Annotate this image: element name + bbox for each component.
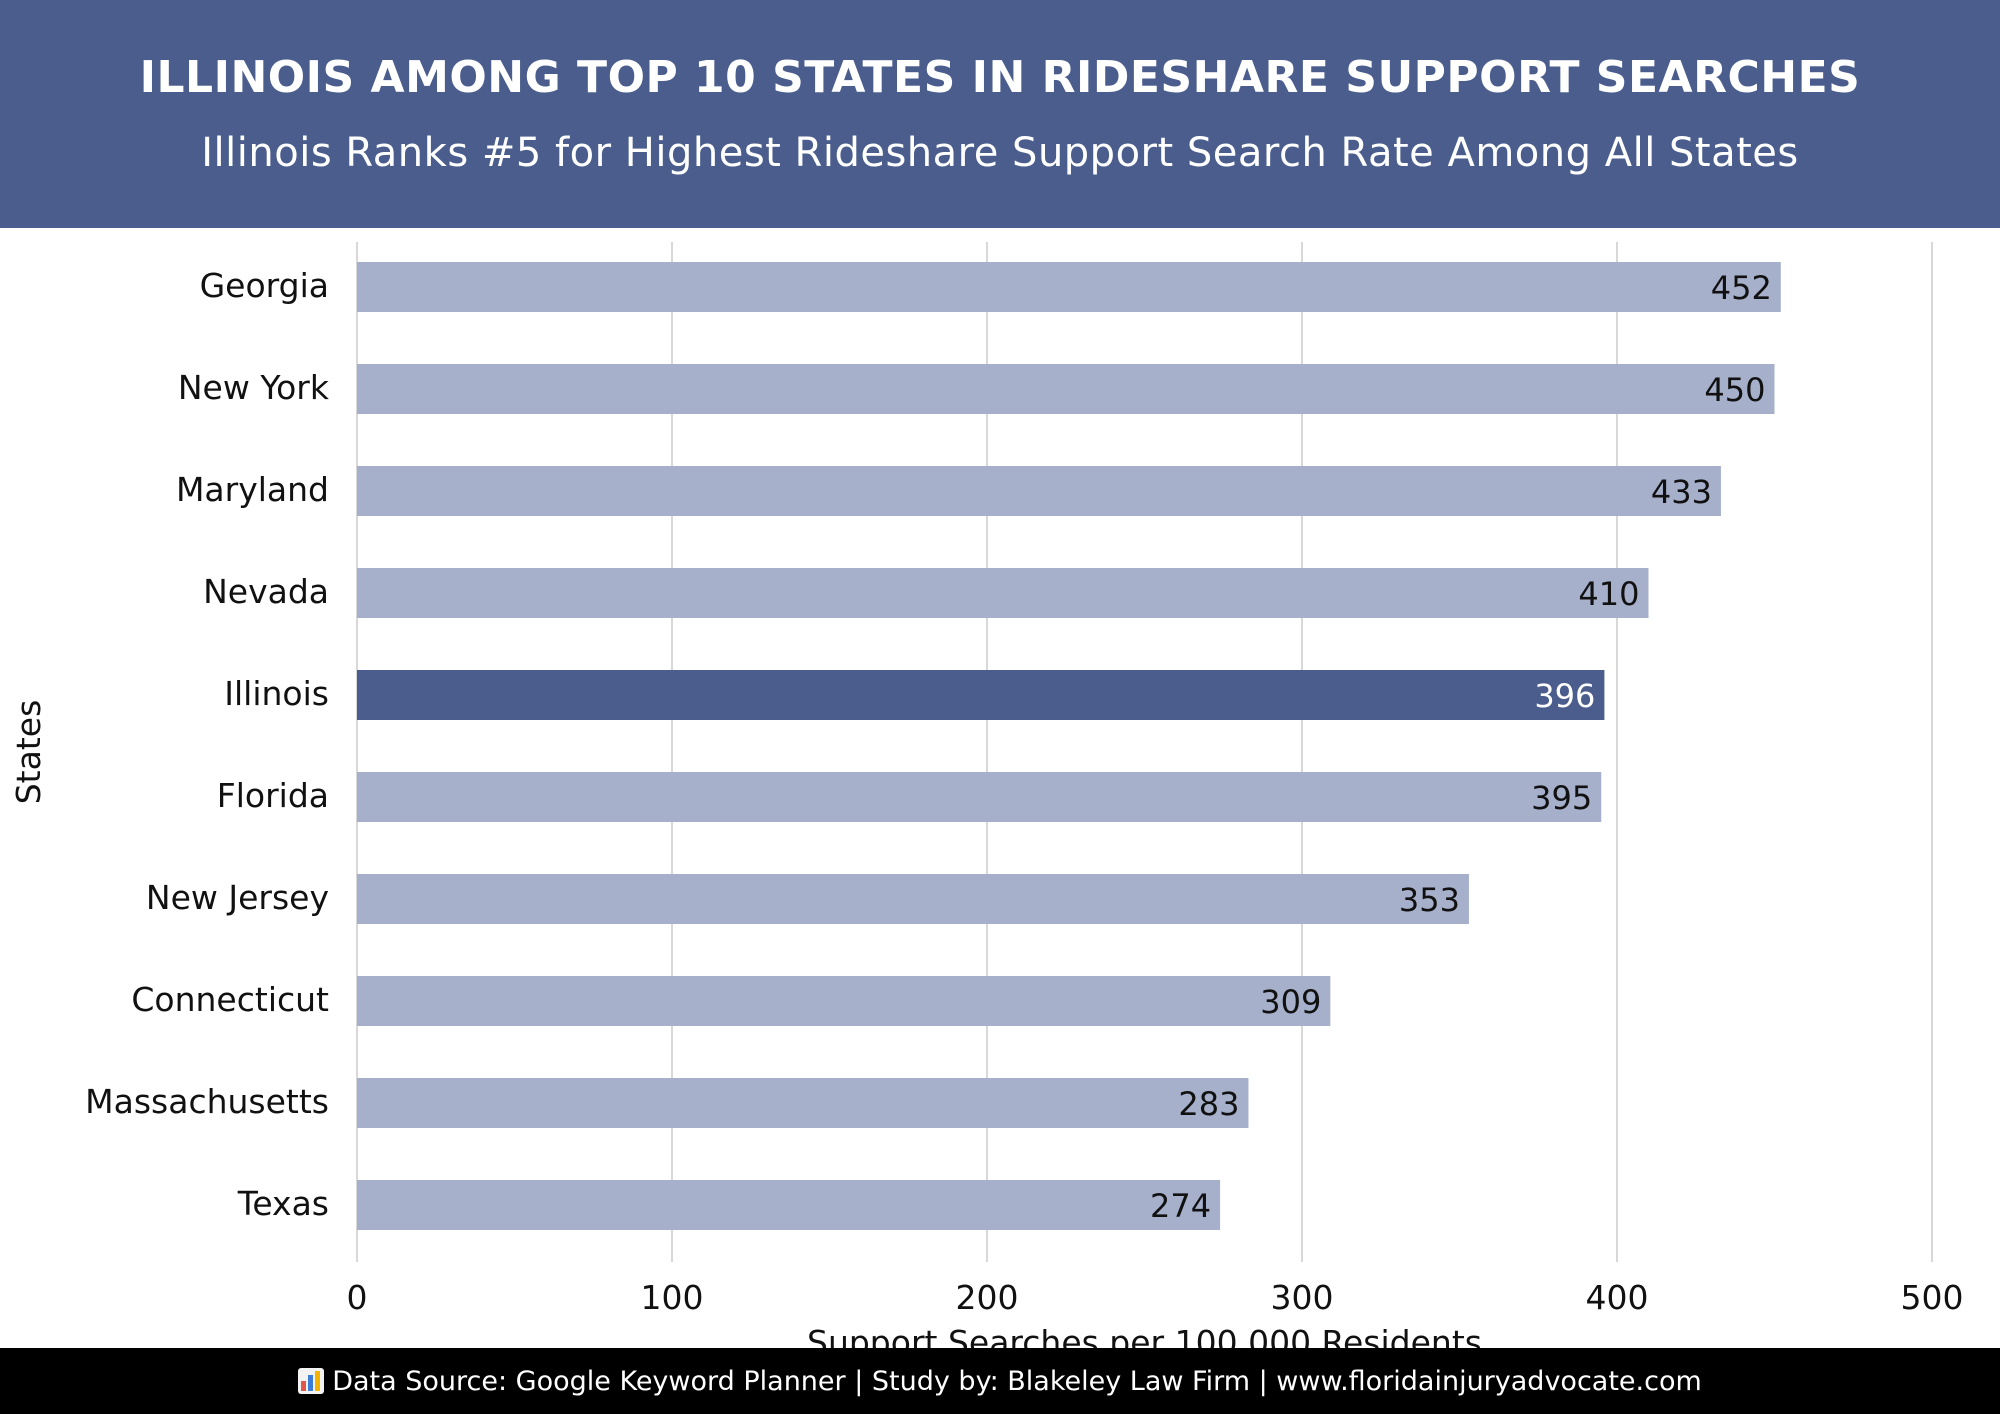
value-label-new-jersey: 353	[1399, 881, 1460, 919]
x-tick-label-500: 500	[1901, 1278, 1964, 1317]
y-axis-label: States	[9, 700, 48, 805]
bar-connecticut	[357, 976, 1331, 1026]
bar-chart: 452 Georgia 450 New York 433 Maryland 410 Nevad…	[9, 242, 1964, 1348]
x-tick-label-200: 200	[956, 1278, 1019, 1317]
value-label-georgia: 452	[1711, 269, 1772, 307]
value-label-massachusetts: 283	[1178, 1085, 1239, 1123]
bar-nevada	[357, 568, 1649, 618]
chart-header: ILLINOIS AMONG TOP 10 STATES IN RIDESHAR…	[0, 0, 2000, 228]
bar-maryland	[357, 466, 1721, 516]
y-tick-label-florida: Florida	[217, 776, 329, 815]
bar-new-york	[357, 364, 1775, 414]
value-label-maryland: 433	[1651, 473, 1712, 511]
y-tick-label-new-york: New York	[178, 368, 330, 407]
bar-new-jersey	[357, 874, 1469, 924]
x-tick-label-400: 400	[1586, 1278, 1649, 1317]
bar-chart-icon	[298, 1368, 325, 1394]
x-tick-label-100: 100	[641, 1278, 704, 1317]
x-tick-label-300: 300	[1271, 1278, 1334, 1317]
x-axis-label: Support Searches per 100,000 Residents	[807, 1323, 1482, 1348]
chart-area: 452 Georgia 450 New York 433 Maryland 410 Nevad…	[0, 228, 2000, 1348]
y-tick-label-georgia: Georgia	[200, 266, 329, 305]
chart-subtitle: Illinois Ranks #5 for Highest Rideshare …	[201, 130, 1799, 176]
y-tick-label-new-jersey: New Jersey	[146, 878, 329, 917]
value-label-connecticut: 309	[1260, 983, 1321, 1021]
y-tick-label-massachusetts: Massachusetts	[85, 1082, 329, 1121]
y-tick-label-connecticut: Connecticut	[131, 980, 329, 1019]
y-tick-label-nevada: Nevada	[203, 572, 329, 611]
value-label-texas: 274	[1150, 1187, 1211, 1225]
bar-massachusetts	[357, 1078, 1249, 1128]
bar-illinois	[357, 670, 1605, 720]
y-tick-label-illinois: Illinois	[224, 674, 329, 713]
footer: Data Source: Google Keyword Planner | St…	[0, 1348, 2000, 1414]
value-label-new-york: 450	[1704, 371, 1765, 409]
bar-georgia	[357, 262, 1781, 312]
y-tick-label-maryland: Maryland	[176, 470, 329, 509]
x-tick-label-0: 0	[347, 1278, 368, 1317]
bar-florida	[357, 772, 1602, 822]
value-label-illinois: 396	[1534, 677, 1595, 715]
chart-title: ILLINOIS AMONG TOP 10 STATES IN RIDESHAR…	[139, 52, 1861, 103]
y-tick-label-texas: Texas	[237, 1184, 329, 1223]
bar-texas	[357, 1180, 1221, 1230]
value-label-florida: 395	[1531, 779, 1592, 817]
footer-text: Data Source: Google Keyword Planner | St…	[332, 1365, 1702, 1397]
value-label-nevada: 410	[1578, 575, 1639, 613]
